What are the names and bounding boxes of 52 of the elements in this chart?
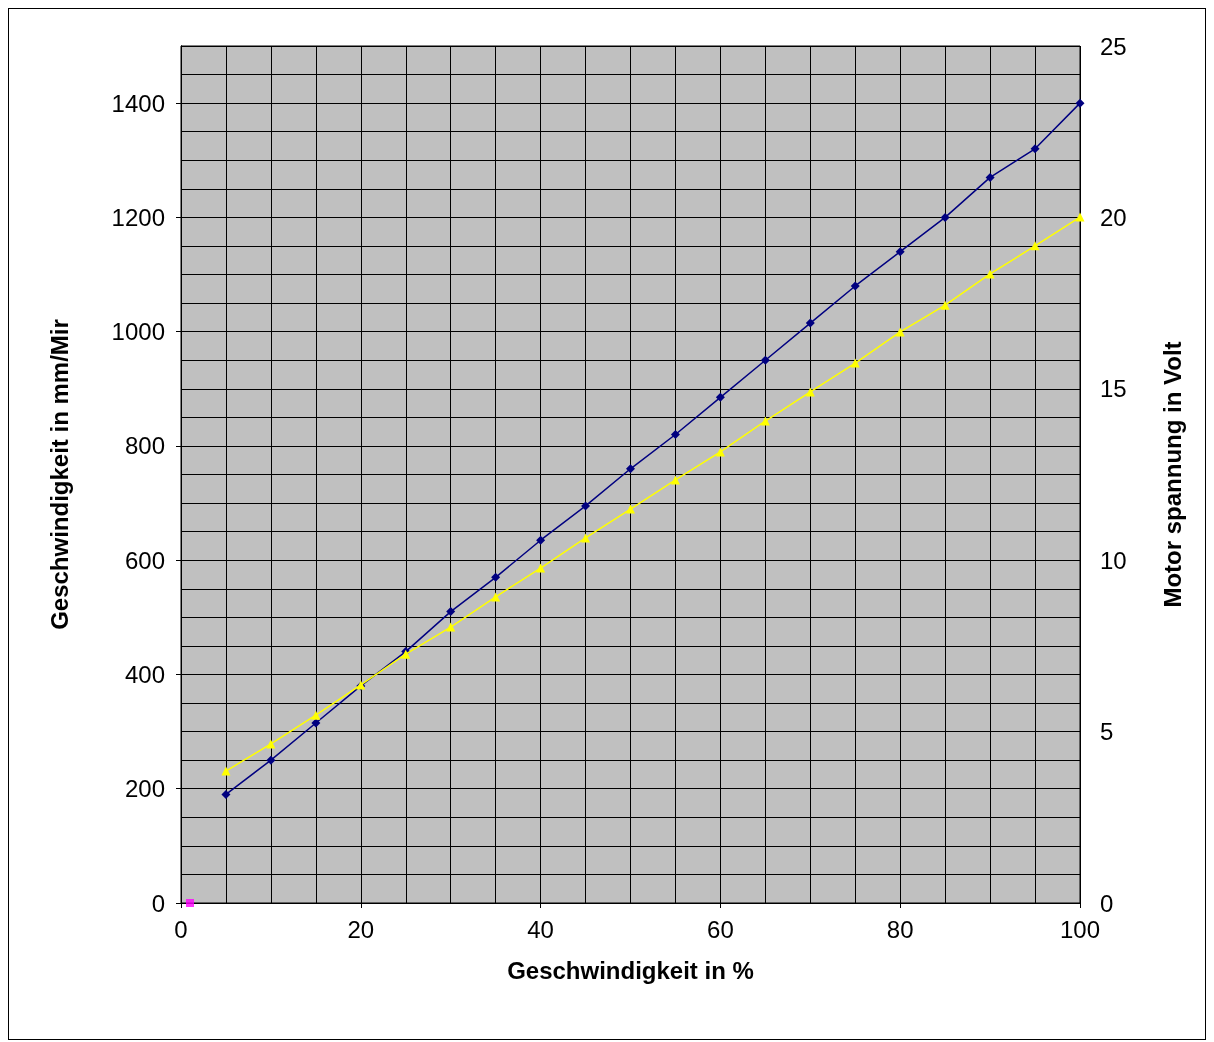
- point: [491, 572, 501, 582]
- point: [311, 710, 321, 720]
- point: [940, 212, 950, 222]
- y2-tick-label: 15: [1100, 375, 1127, 403]
- y2-axis-title: Motor spannung in Volt: [1158, 341, 1186, 608]
- point: [311, 718, 321, 728]
- point: [536, 535, 546, 545]
- y-tick-label: 600: [124, 546, 165, 574]
- point: [446, 622, 456, 632]
- point: [670, 430, 680, 440]
- point: [850, 281, 860, 291]
- x-tick-label: 40: [527, 915, 554, 943]
- point: [446, 607, 456, 617]
- y2-tick-label: 10: [1100, 546, 1127, 574]
- point: [940, 300, 950, 310]
- point: [760, 355, 770, 365]
- point: [1030, 144, 1040, 154]
- point: [185, 899, 194, 907]
- point: [850, 358, 860, 368]
- y-tick-label: 400: [124, 660, 165, 688]
- y2-tick-label: 20: [1100, 203, 1127, 231]
- point: [221, 789, 231, 799]
- point: [805, 318, 815, 328]
- point: [715, 392, 725, 402]
- point: [626, 464, 635, 474]
- x-axis-title: Geschwindigkeit in %: [507, 956, 754, 984]
- x-tick-label: 80: [886, 915, 914, 943]
- point: [1075, 212, 1085, 222]
- point: [581, 501, 591, 511]
- y-tick-label: 800: [124, 432, 165, 460]
- point: [1075, 98, 1085, 108]
- y-tick-label: 0: [151, 889, 165, 917]
- x-tick-label: 20: [347, 915, 375, 943]
- y-tick-label: 1200: [111, 203, 165, 231]
- point: [760, 416, 770, 426]
- point: [1030, 241, 1040, 251]
- point: [221, 766, 231, 776]
- y2-tick-label: 25: [1100, 32, 1127, 60]
- y-axis-title: Geschwindigkeit in mm/Mir: [45, 319, 73, 630]
- point: [895, 247, 905, 257]
- point: [266, 755, 276, 765]
- y-tick-label: 1000: [111, 318, 165, 346]
- y2-tick-label: 0: [1100, 889, 1114, 917]
- y2-tick-label: 5: [1100, 718, 1114, 746]
- y-tick-label: 200: [124, 775, 165, 803]
- point: [536, 563, 546, 573]
- point: [626, 504, 635, 514]
- point: [985, 172, 995, 182]
- x-tick-label: 60: [707, 915, 734, 943]
- y-tick-label: 1400: [111, 89, 165, 117]
- x-tick-label: 0: [174, 915, 188, 943]
- x-tick-label: 100: [1059, 915, 1101, 943]
